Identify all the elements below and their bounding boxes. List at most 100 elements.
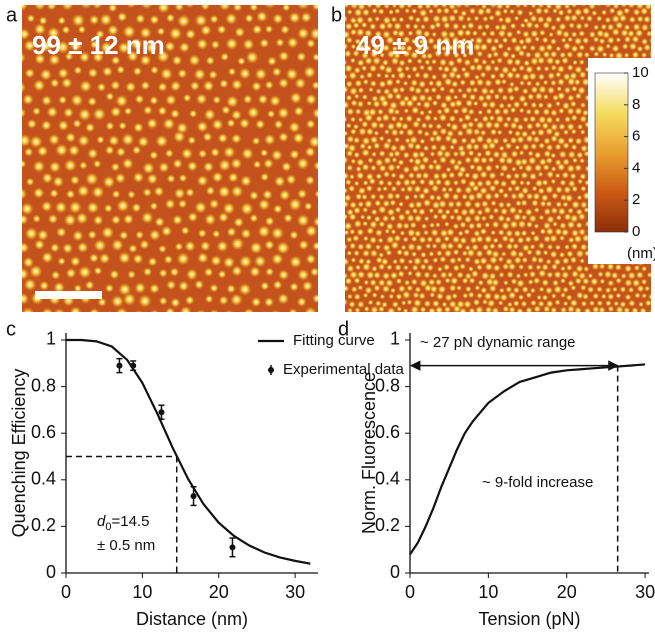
afm-dot: [228, 172, 239, 183]
afm-dot: [309, 27, 322, 40]
afm-dot: [419, 138, 425, 144]
afm-dot: [555, 46, 561, 52]
afm-dot: [421, 122, 428, 129]
afm-dot: [188, 212, 199, 223]
afm-dot: [508, 263, 516, 271]
afm-dot: [392, 259, 398, 265]
afm-dot: [410, 222, 417, 229]
afm-dot: [543, 208, 551, 216]
afm-dot: [346, 108, 354, 116]
afm-dot: [574, 235, 582, 243]
afm-dot: [371, 209, 378, 216]
afm-dot: [366, 185, 373, 192]
afm-dot: [334, 186, 341, 193]
afm-dot: [624, 279, 632, 287]
afm-dot: [447, 187, 453, 193]
x-tick-label: 0: [405, 582, 415, 602]
afm-dot: [255, 68, 268, 81]
afm-dot: [289, 149, 299, 159]
afm-dot: [467, 22, 475, 30]
afm-dot: [566, 51, 573, 58]
afm-dot: [362, 94, 368, 100]
afm-dot: [605, 43, 611, 49]
afm-dot: [490, 73, 497, 80]
afm-dot: [522, 2, 528, 8]
afm-dot: [288, 308, 297, 317]
afm-dot: [484, 235, 492, 243]
afm-dot: [108, 135, 119, 146]
afm-dot: [511, 150, 519, 158]
afm-dot: [506, 71, 515, 80]
afm-dot: [400, 187, 406, 193]
afm-dot: [119, 231, 128, 240]
afm-dot: [358, 127, 366, 135]
afm-dot: [571, 243, 579, 251]
afm-dot: [78, 265, 91, 278]
afm-dot: [439, 156, 447, 164]
afm-dot: [564, 313, 571, 320]
afm-dot: [541, 279, 549, 287]
afm-dot: [165, 307, 175, 317]
afm-dot: [488, 214, 495, 221]
afm-dot: [262, 189, 273, 200]
afm-dot: [370, 80, 377, 87]
afm-dot: [358, 87, 365, 94]
afm-dot: [110, 80, 120, 90]
afm-dot: [346, 150, 353, 157]
afm-dot: [251, 81, 261, 91]
afm-dot: [350, 158, 356, 164]
afm-dot: [510, 179, 518, 187]
afm-dot: [116, 147, 126, 157]
afm-dot: [234, 27, 245, 38]
afm-dot: [283, 213, 293, 223]
afm-dot: [57, 257, 65, 265]
afm-dot: [345, 179, 352, 186]
afm-dot: [472, 143, 480, 151]
afm-dot: [88, 230, 97, 239]
afm-dot: [545, 185, 554, 194]
afm-dot: [205, 295, 214, 304]
afm-dot: [294, 106, 304, 116]
afm-dot: [374, 1, 382, 9]
afm-dot: [2, 240, 14, 252]
afm-dot: [588, 273, 594, 279]
afm-dot: [517, 191, 526, 200]
afm-dot: [551, 65, 557, 71]
afm-dot: [64, 159, 77, 172]
afm-dot: [450, 277, 458, 285]
afm-dot: [243, 95, 252, 104]
afm-dot: [312, 1, 322, 11]
afm-dot: [533, 23, 539, 29]
afm-dot: [538, 269, 547, 278]
afm-dot: [410, 305, 419, 314]
afm-dot: [58, 68, 69, 79]
afm-dot: [624, 0, 632, 1]
afm-dot: [72, 230, 83, 241]
afm-dot: [180, 306, 192, 318]
afm-dot: [398, 1, 406, 9]
afm-dot: [456, 242, 463, 249]
afm-dot: [304, 202, 313, 211]
afm-dot: [492, 151, 500, 159]
afm-dot: [555, 71, 561, 77]
afm-dot: [641, 266, 647, 272]
afm-dot: [419, 236, 427, 244]
afm-dot: [506, 243, 514, 251]
afm-dot: [338, 250, 344, 256]
afm-dot: [18, 160, 26, 168]
afm-dot: [443, 0, 451, 2]
afm-dot: [359, 143, 366, 150]
afm-dot: [398, 173, 405, 180]
afm-dot: [225, 13, 237, 25]
afm-dot: [435, 279, 442, 286]
afm-dot: [297, 297, 307, 307]
afm-dot: [231, 265, 242, 276]
afm-dot: [376, 186, 382, 192]
afm-dot: [41, 95, 52, 106]
afm-dot: [226, 284, 235, 293]
afm-dot: [66, 189, 75, 198]
afm-dot: [33, 79, 45, 91]
afm-dot: [452, 293, 458, 299]
afm-dot: [357, 100, 364, 107]
afm-dot: [615, 264, 622, 271]
